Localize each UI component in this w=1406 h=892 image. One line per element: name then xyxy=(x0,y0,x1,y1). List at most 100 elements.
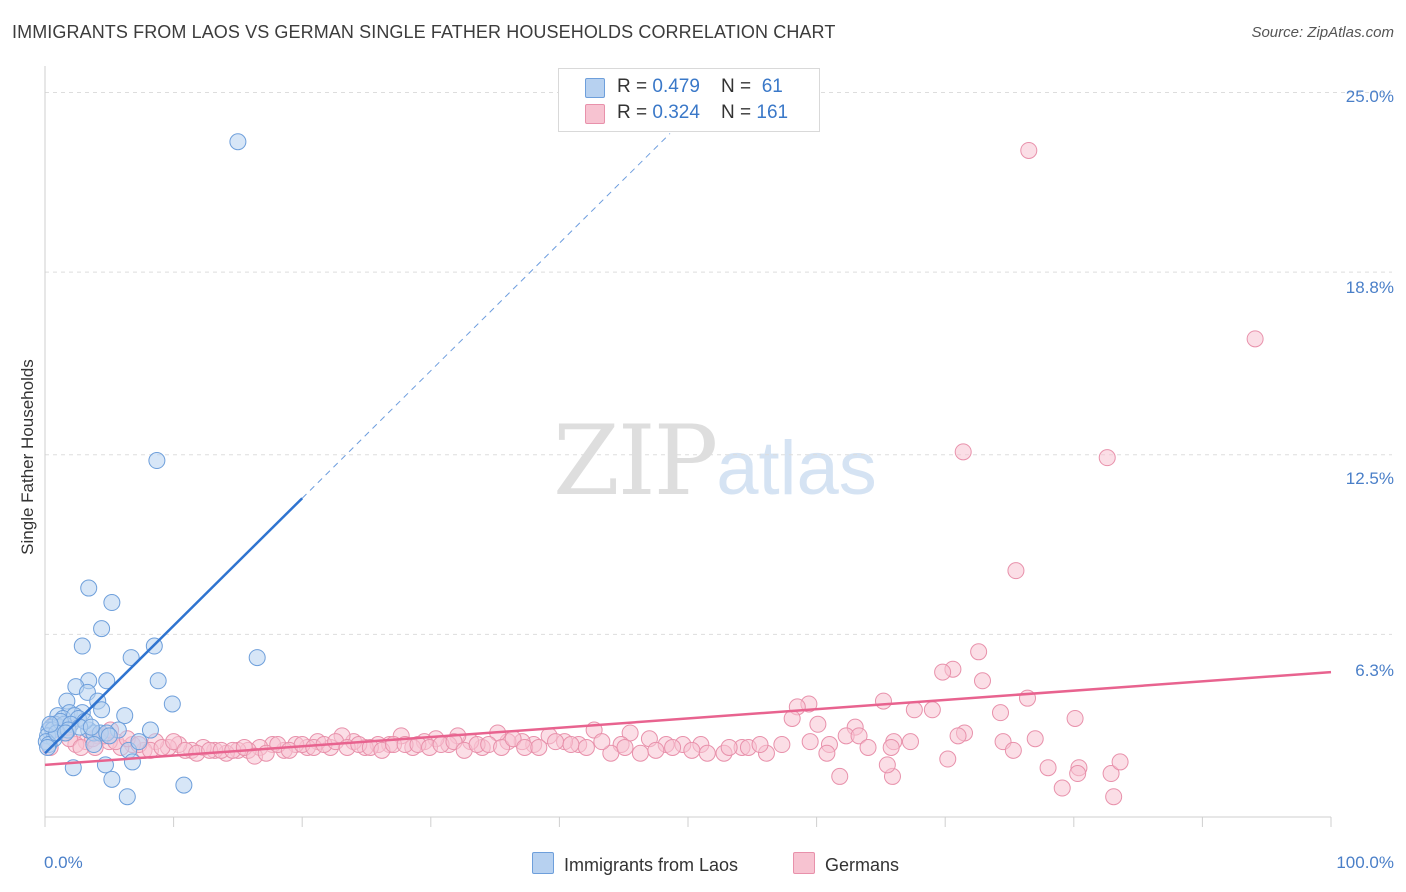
germans-point xyxy=(973,672,991,690)
x-tick-label-max: 100.0% xyxy=(1336,853,1394,872)
germans-points xyxy=(41,141,1264,806)
germans-point xyxy=(562,736,580,754)
laos-point xyxy=(39,738,57,756)
laos-point xyxy=(116,707,134,725)
laos-point xyxy=(141,721,159,739)
legend-r-value: 0.479 xyxy=(652,76,700,97)
germans-point xyxy=(631,744,649,762)
laos-point xyxy=(103,770,121,788)
laos-point xyxy=(73,637,91,655)
germans-point xyxy=(1066,709,1084,727)
legend-r-label: R = xyxy=(617,102,653,123)
laos-point xyxy=(163,695,181,713)
legend-n-label: N = xyxy=(721,76,757,97)
germans-point xyxy=(991,704,1009,722)
germans-point xyxy=(878,756,896,774)
germans-point xyxy=(923,701,941,719)
germans-point xyxy=(874,692,892,710)
y-tick-label: 18.8% xyxy=(1345,278,1394,297)
germans-point xyxy=(970,643,988,661)
legend-swatch-blue xyxy=(585,78,605,98)
germans-point xyxy=(859,738,877,756)
germans-point xyxy=(1098,449,1116,467)
germans-point xyxy=(905,701,923,719)
y-tick-label: 12.5% xyxy=(1345,469,1394,488)
germans-point xyxy=(516,738,534,756)
germans-point xyxy=(577,738,595,756)
germans-point xyxy=(616,738,634,756)
laos-point xyxy=(118,788,136,806)
legend-label-germans: Germans xyxy=(825,855,900,875)
legend-n-label: N = xyxy=(721,102,757,123)
laos-point xyxy=(100,727,118,745)
chart-title: IMMIGRANTS FROM LAOS VS GERMAN SINGLE FA… xyxy=(12,22,836,42)
laos-point xyxy=(93,701,111,719)
germans-point xyxy=(1053,779,1071,797)
y-tick-label: 6.3% xyxy=(1355,661,1394,680)
laos-point xyxy=(229,133,247,151)
laos-point xyxy=(130,733,148,751)
germans-point xyxy=(939,750,957,768)
germans-point xyxy=(809,715,827,733)
x-tick-label-min: 0.0% xyxy=(44,853,83,872)
bottom-legend-laos: Immigrants from Laos xyxy=(532,852,738,876)
germans-point xyxy=(882,738,900,756)
germans-point xyxy=(1246,330,1264,348)
germans-point xyxy=(934,663,952,681)
legend-n-value: 61 xyxy=(756,76,783,97)
laos-point xyxy=(41,715,59,733)
germans-point xyxy=(683,741,701,759)
laos-point xyxy=(80,579,98,597)
laos-point xyxy=(148,452,166,470)
laos-point xyxy=(85,736,103,754)
laos-point xyxy=(103,594,121,612)
legend-r-value: 0.324 xyxy=(652,102,700,123)
laos-point xyxy=(122,649,140,667)
laos-trend-extension xyxy=(301,133,671,499)
germans-point xyxy=(831,767,849,785)
germans-point xyxy=(1020,141,1038,159)
laos-point xyxy=(98,672,116,690)
y-tick-label: 25.0% xyxy=(1345,87,1394,106)
legend-n-value: 161 xyxy=(756,102,789,123)
laos-point xyxy=(149,672,167,690)
germans-point xyxy=(1105,788,1123,806)
germans-point xyxy=(773,736,791,754)
germans-point xyxy=(593,733,611,751)
legend-label-laos: Immigrants from Laos xyxy=(564,855,739,875)
germans-point xyxy=(954,443,972,461)
germans-point xyxy=(1111,753,1129,771)
germans-trend-line xyxy=(44,670,1332,767)
trend-lines xyxy=(44,133,1332,767)
germans-point xyxy=(1004,741,1022,759)
legend-swatch-blue xyxy=(532,852,554,874)
germans-point xyxy=(1039,759,1057,777)
laos-point xyxy=(248,649,266,667)
germans-point xyxy=(1007,562,1025,580)
laos-trend-line xyxy=(44,497,304,755)
germans-point xyxy=(751,736,769,754)
germans-point xyxy=(647,741,665,759)
laos-point xyxy=(82,718,100,736)
legend-r-label: R = xyxy=(617,76,653,97)
germans-point xyxy=(801,733,819,751)
laos-point xyxy=(175,776,193,794)
germans-point xyxy=(720,738,738,756)
germans-point xyxy=(1069,765,1087,783)
legend-swatch-pink xyxy=(793,852,815,874)
germans-point xyxy=(698,744,716,762)
laos-point xyxy=(123,753,141,771)
germans-point xyxy=(818,744,836,762)
germans-point xyxy=(949,727,967,745)
germans-point xyxy=(901,733,919,751)
bottom-legend-germans: Germans xyxy=(793,852,899,876)
correlation-legend: R = 0.479 N = 61 R = 0.324 N = 161 xyxy=(558,68,820,132)
germans-point xyxy=(547,733,565,751)
laos-points xyxy=(37,133,266,806)
axes-layer xyxy=(44,66,1332,827)
legend-swatch-pink xyxy=(585,104,605,124)
germans-point xyxy=(783,709,801,727)
germans-point xyxy=(850,727,868,745)
germans-point xyxy=(530,738,548,756)
